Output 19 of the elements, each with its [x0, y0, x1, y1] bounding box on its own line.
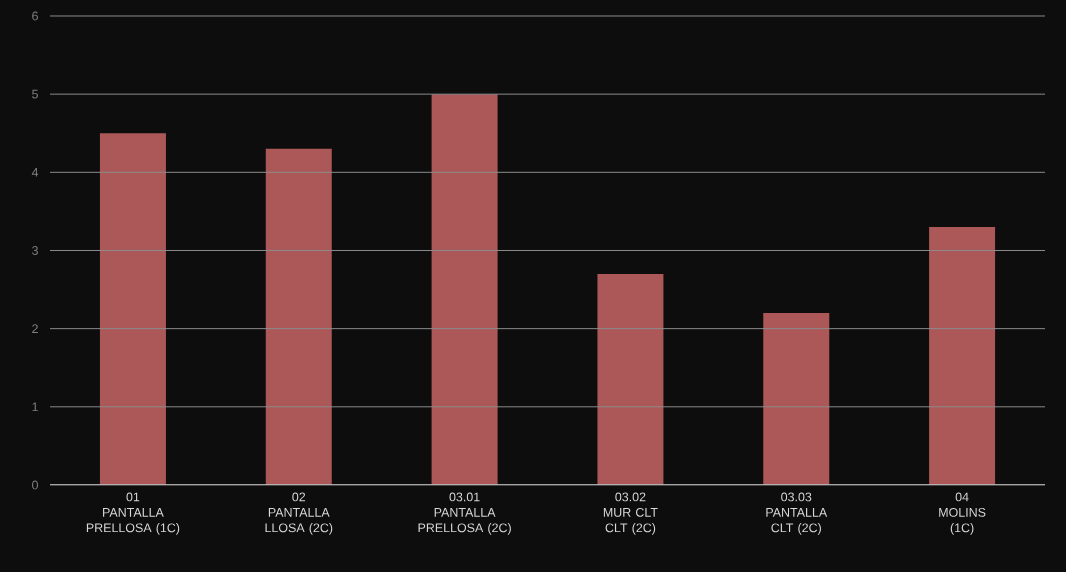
x-tick-label: 03.03 PANTALLA CLT (2C) — [766, 492, 828, 535]
x-tick-label: 01 PANTALLA PRELLOSA (1C) — [86, 492, 180, 535]
x-tick-label: 03.02 MUR CLT CLT (2C) — [603, 492, 658, 535]
y-tick-label: 5 — [32, 89, 38, 99]
x-tick-label: 04 MOLINS (1C) — [939, 492, 986, 535]
bar — [99, 133, 166, 485]
x-tick-label: 03.01 PANTALLA PRELLOSA (2C) — [418, 492, 511, 535]
bar — [431, 94, 498, 485]
x-tick-label: 02 PANTALLA LLOSA (2C) — [265, 492, 333, 535]
y-tick-label: 4 — [31, 168, 39, 177]
y-tick-label: 2 — [32, 324, 38, 333]
bar — [763, 313, 830, 485]
y-tick-label: 1 — [32, 402, 38, 412]
bar — [597, 273, 664, 485]
bar — [929, 227, 996, 485]
y-tick-label: 6 — [32, 11, 38, 21]
y-tick-label: 0 — [32, 480, 38, 490]
y-tick-label: 3 — [32, 246, 38, 255]
bar — [265, 148, 332, 485]
